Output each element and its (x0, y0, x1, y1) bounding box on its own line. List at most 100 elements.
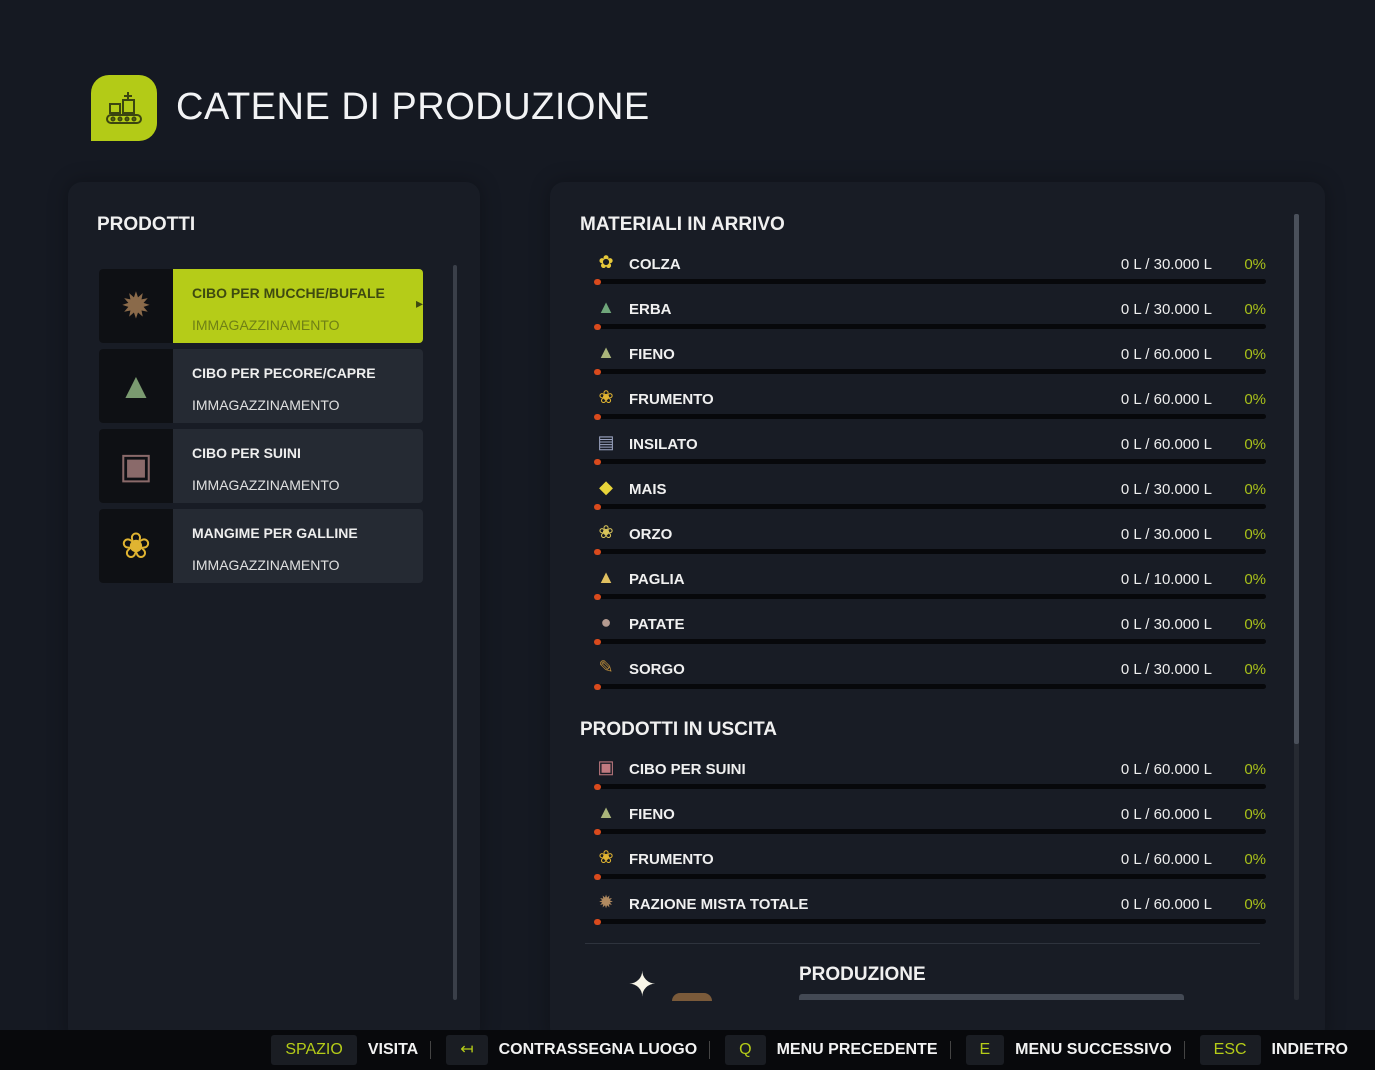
hay-icon: ▲ (597, 802, 615, 822)
wheat-icon: ❀ (598, 387, 614, 407)
material-amount: 0 L / 60.000 L (1120, 346, 1212, 363)
material-amount: 0 L / 30.000 L (1120, 256, 1212, 273)
key-hint[interactable]: SPAZIO (271, 1035, 357, 1065)
product-name: CIBO PER SUINI (192, 445, 301, 461)
sparkle-icon: ✦ (628, 966, 657, 1004)
action-label[interactable]: INDIETRO (1271, 1041, 1348, 1058)
fill-bar (596, 874, 1266, 879)
key-hint[interactable]: Q (725, 1035, 766, 1065)
fill-bar (596, 594, 1266, 599)
material-name: PATATE (629, 616, 685, 633)
material-row: ▲ PAGLIA 0 L / 10.000 L 0% (594, 567, 1266, 624)
production-bar (799, 994, 1184, 1000)
sorghum-icon: ✎ (598, 657, 614, 677)
fill-indicator (594, 459, 601, 465)
action-label[interactable]: MENU PRECEDENTE (776, 1041, 938, 1058)
material-amount: 0 L / 60.000 L (1120, 806, 1212, 823)
material-row: ▣ CIBO PER SUINI 0 L / 60.000 L 0% (594, 757, 1266, 814)
separator (709, 1041, 711, 1059)
key-hint[interactable]: E (965, 1035, 1005, 1065)
products-scrollbar[interactable] (453, 265, 457, 1000)
material-name: FRUMENTO (629, 391, 714, 408)
product-name: CIBO PER MUCCHE/BUFALE (192, 285, 385, 301)
mixed-ration-icon: ✹ (99, 269, 173, 343)
material-percent: 0% (1244, 896, 1266, 913)
material-row: ● PATATE 0 L / 30.000 L 0% (594, 612, 1266, 669)
fill-indicator (594, 829, 601, 835)
fill-bar (596, 369, 1266, 374)
material-name: FRUMENTO (629, 851, 714, 868)
product-name: CIBO PER PECORE/CAPRE (192, 365, 376, 381)
potato-icon: ● (600, 612, 612, 632)
product-item[interactable]: ❀ MANGIME PER GALLINE IMMAGAZZINAMENTO (99, 509, 423, 583)
material-row: ✎ SORGO 0 L / 30.000 L 0% (594, 657, 1266, 714)
divider (585, 943, 1260, 944)
material-name: SORGO (629, 661, 685, 678)
pig-feed-icon: ▣ (597, 757, 615, 777)
product-name: MANGIME PER GALLINE (192, 525, 358, 541)
hay-icon: ▲ (597, 342, 615, 362)
material-name: COLZA (629, 256, 681, 273)
material-row: ▲ FIENO 0 L / 60.000 L 0% (594, 802, 1266, 859)
separator (949, 1041, 951, 1059)
page-title: CATENE DI PRODUZIONE (176, 86, 650, 128)
material-percent: 0% (1244, 616, 1266, 633)
material-percent: 0% (1244, 571, 1266, 588)
material-amount: 0 L / 30.000 L (1120, 616, 1212, 633)
action-label[interactable]: VISITA (367, 1041, 419, 1058)
fill-indicator (594, 639, 601, 645)
fill-bar (596, 459, 1266, 464)
details-scrollbar-thumb[interactable] (1294, 214, 1299, 744)
pig-feed-bag-icon: ▣ (99, 429, 173, 503)
product-item[interactable]: ▲ CIBO PER PECORE/CAPRE IMMAGAZZINAMENTO (99, 349, 423, 423)
material-row: ✹ RAZIONE MISTA TOTALE 0 L / 60.000 L 0% (594, 892, 1266, 949)
material-name: INSILATO (629, 436, 698, 453)
grass-bundle-icon: ▲ (99, 349, 173, 423)
material-row: ✿ COLZA 0 L / 30.000 L 0% (594, 252, 1266, 309)
fill-bar (596, 324, 1266, 329)
fill-bar (596, 279, 1266, 284)
key-hint[interactable]: ↤ (446, 1035, 488, 1065)
material-amount: 0 L / 30.000 L (1120, 481, 1212, 498)
wheat-icon: ❀ (99, 509, 173, 583)
fill-indicator (594, 594, 601, 600)
fill-indicator (594, 684, 601, 690)
production-heading: PRODUZIONE (799, 964, 926, 985)
fill-indicator (594, 549, 601, 555)
action-label[interactable]: CONTRASSEGNA LUOGO (498, 1041, 698, 1058)
fill-indicator (594, 504, 601, 510)
material-row: ❀ FRUMENTO 0 L / 60.000 L 0% (594, 387, 1266, 444)
material-name: RAZIONE MISTA TOTALE (629, 896, 809, 913)
fill-indicator (594, 369, 601, 375)
factory-conveyor-icon (91, 75, 157, 141)
material-percent: 0% (1244, 301, 1266, 318)
material-name: PAGLIA (629, 571, 685, 588)
product-text: CIBO PER MUCCHE/BUFALE IMMAGAZZINAMENTO (173, 269, 423, 343)
material-row: ❀ ORZO 0 L / 30.000 L 0% (594, 522, 1266, 579)
material-percent: 0% (1244, 481, 1266, 498)
incoming-heading: MATERIALI IN ARRIVO (580, 214, 785, 235)
material-percent: 0% (1244, 436, 1266, 453)
material-name: ERBA (629, 301, 672, 318)
fill-indicator (594, 414, 601, 420)
maize-icon: ◆ (599, 477, 613, 497)
material-percent: 0% (1244, 256, 1266, 273)
product-item[interactable]: ✹ CIBO PER MUCCHE/BUFALE IMMAGAZZINAMENTO ▸ (99, 269, 423, 343)
barley-icon: ❀ (598, 522, 614, 542)
material-amount: 0 L / 10.000 L (1120, 571, 1212, 588)
material-percent: 0% (1244, 526, 1266, 543)
product-status: IMMAGAZZINAMENTO (192, 557, 340, 573)
material-name: ORZO (629, 526, 673, 543)
product-item[interactable]: ▣ CIBO PER SUINI IMMAGAZZINAMENTO (99, 429, 423, 503)
fill-indicator (594, 874, 601, 880)
fill-indicator (594, 919, 601, 925)
material-row: ◆ MAIS 0 L / 30.000 L 0% (594, 477, 1266, 534)
fill-indicator (594, 784, 601, 790)
separator (1183, 1041, 1185, 1059)
product-text: CIBO PER SUINI IMMAGAZZINAMENTO (173, 429, 423, 503)
outgoing-heading: PRODOTTI IN USCITA (580, 719, 778, 740)
key-hint[interactable]: ESC (1199, 1035, 1261, 1065)
fill-bar (596, 919, 1266, 924)
action-label[interactable]: MENU SUCCESSIVO (1015, 1041, 1172, 1058)
material-amount: 0 L / 60.000 L (1120, 896, 1212, 913)
